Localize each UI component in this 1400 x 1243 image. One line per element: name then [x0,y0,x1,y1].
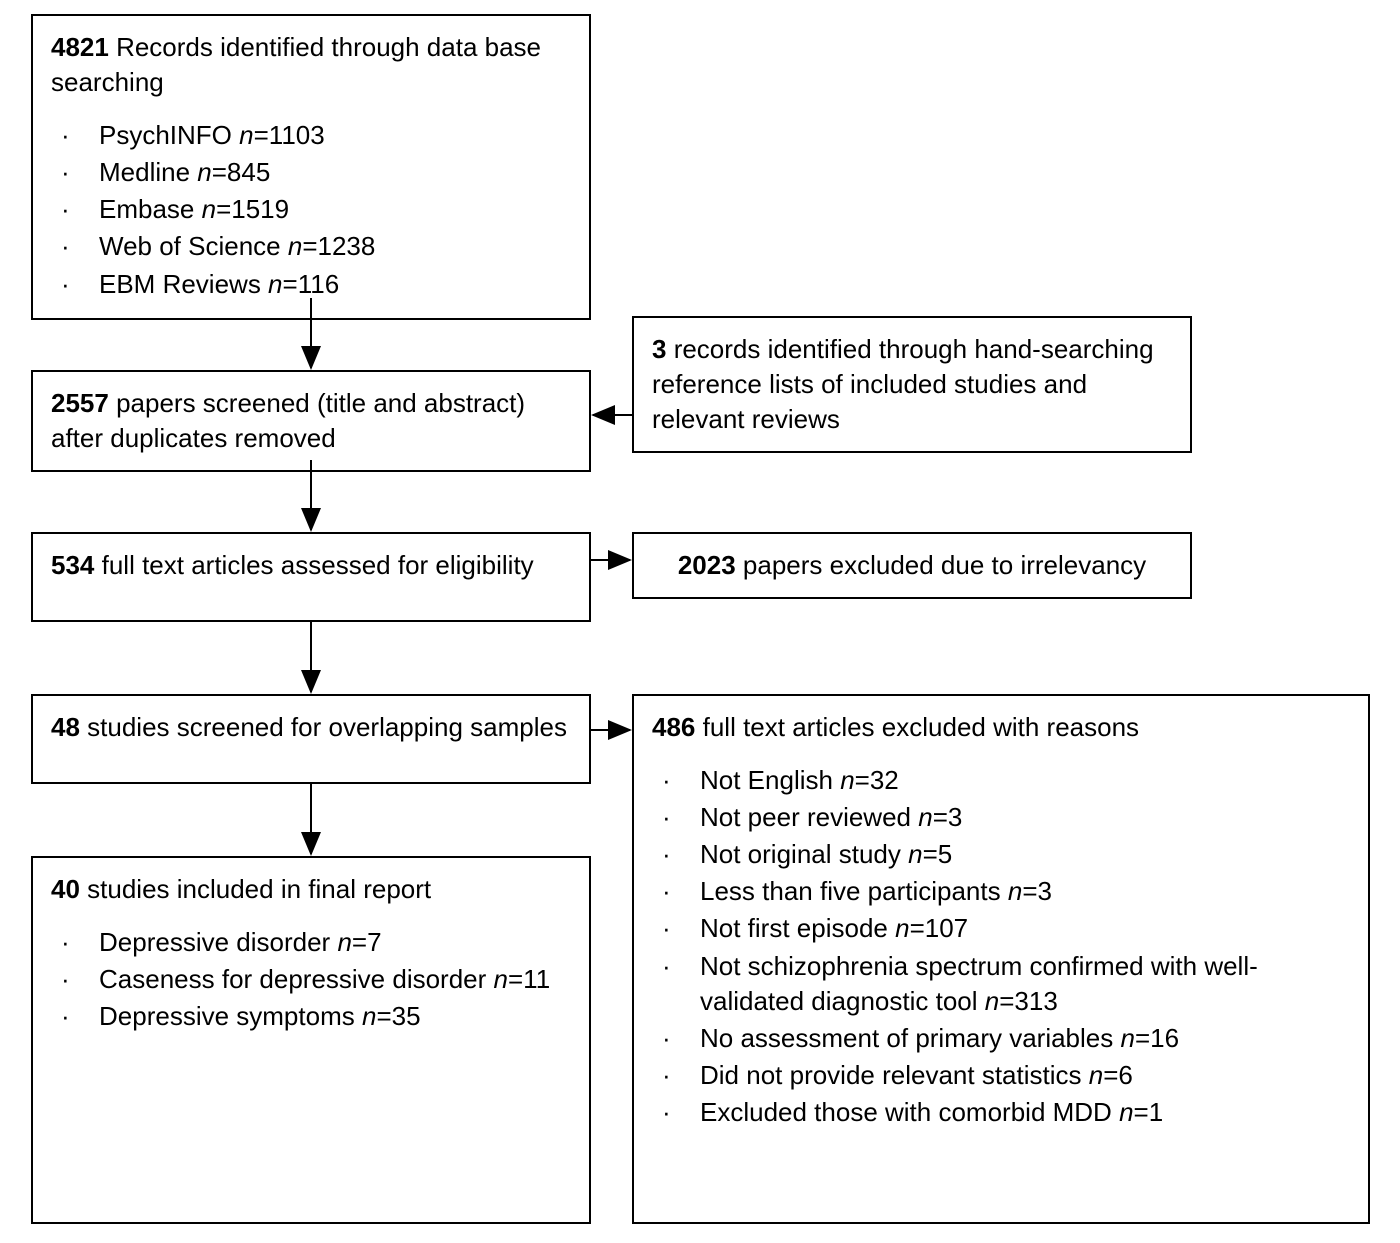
box-excluded-irrelevancy: 2023 papers excluded due to irrelevancy [632,532,1192,599]
flowchart-canvas: 4821 Records identified through data bas… [0,0,1400,1243]
list-item: Not original study n=5 [700,837,1350,872]
list-item: Depressive disorder n=7 [99,925,571,960]
heading-papers-screened: 2557 papers screened (title and abstract… [51,386,571,456]
list-item: Not peer reviewed n=3 [700,800,1350,835]
list-item: Depressive symptoms n=35 [99,999,571,1034]
heading-fulltext-assessed: 534 full text articles assessed for elig… [51,548,571,583]
box-papers-screened: 2557 papers screened (title and abstract… [31,370,591,472]
heading-excluded-irrelevancy: 2023 papers excluded due to irrelevancy [652,548,1172,583]
list-item: Less than five participants n=3 [700,874,1350,909]
list-item: Not schizophrenia spectrum confirmed wit… [700,949,1350,1019]
box-fulltext-assessed: 534 full text articles assessed for elig… [31,532,591,622]
list-item: EBM Reviews n=116 [99,267,571,302]
heading-studies-included: 40 studies included in final report [51,872,571,907]
list-item: Medline n=845 [99,155,571,190]
box-excluded-reasons: 486 full text articles excluded with rea… [632,694,1370,1224]
box-overlapping-samples: 48 studies screened for overlapping samp… [31,694,591,784]
list-item: Embase n=1519 [99,192,571,227]
heading-records-identified: 4821 Records identified through data bas… [51,30,571,100]
box-studies-included: 40 studies included in final report Depr… [31,856,591,1224]
list-item: Excluded those with comorbid MDD n=1 [700,1095,1350,1130]
list-item: PsychINFO n=1103 [99,118,571,153]
heading-excluded-reasons: 486 full text articles excluded with rea… [652,710,1350,745]
box-records-identified: 4821 Records identified through data bas… [31,14,591,320]
list-databases: PsychINFO n=1103Medline n=845Embase n=15… [51,118,571,301]
list-item: Caseness for depressive disorder n=11 [99,962,571,997]
list-included-categories: Depressive disorder n=7Caseness for depr… [51,925,571,1034]
list-exclusion-reasons: Not English n=32Not peer reviewed n=3Not… [652,763,1350,1130]
heading-handsearch: 3 records identified through hand-search… [652,332,1172,437]
list-item: Not English n=32 [700,763,1350,798]
list-item: Web of Science n=1238 [99,229,571,264]
list-item: Did not provide relevant statistics n=6 [700,1058,1350,1093]
heading-overlapping-samples: 48 studies screened for overlapping samp… [51,710,571,745]
list-item: No assessment of primary variables n=16 [700,1021,1350,1056]
box-handsearch: 3 records identified through hand-search… [632,316,1192,453]
list-item: Not first episode n=107 [700,911,1350,946]
